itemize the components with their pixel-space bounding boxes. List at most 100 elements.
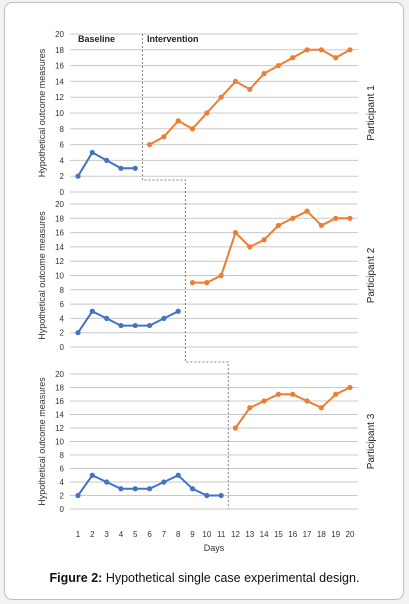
y-tick-label: 0: [60, 188, 65, 197]
x-axis-title: Days: [204, 543, 225, 553]
intervention-data-point: [290, 215, 296, 221]
x-tick-label: 5: [133, 530, 138, 539]
phase-change-line: [141, 34, 229, 509]
baseline-data-point: [218, 492, 224, 499]
y-tick-label: 6: [60, 141, 65, 150]
y-axis-title: Hypothetical outcome measures: [37, 48, 47, 177]
y-tick-label: 12: [55, 93, 64, 102]
y-tick-label: 20: [55, 30, 64, 39]
y-tick-label: 4: [60, 156, 65, 165]
intervention-data-point: [275, 391, 282, 397]
baseline-data-point: [104, 315, 110, 321]
intervention-data-point: [247, 86, 253, 92]
y-tick-label: 8: [60, 451, 65, 460]
y-tick-label: 16: [55, 397, 64, 406]
intervention-data-point: [304, 398, 310, 404]
baseline-data-point: [89, 308, 95, 314]
y-tick-label: 2: [60, 492, 65, 501]
caption-label: Figure 2:: [49, 571, 103, 585]
y-tick-label: 0: [60, 343, 65, 352]
x-tick-label: 12: [231, 530, 240, 539]
x-tick-label: 6: [147, 530, 152, 539]
intervention-data-point: [232, 230, 239, 236]
baseline-data-point: [161, 479, 167, 485]
baseline-data-point: [118, 165, 124, 171]
y-tick-label: 4: [60, 314, 65, 323]
intervention-data-point: [333, 215, 339, 221]
y-tick-label: 14: [55, 77, 64, 86]
baseline-data-point: [75, 173, 81, 179]
y-tick-label: 8: [60, 125, 65, 134]
y-tick-label: 6: [60, 300, 65, 309]
baseline-data-point: [175, 472, 181, 478]
baseline-data-point: [146, 322, 153, 329]
intervention-data-point: [204, 280, 210, 286]
y-tick-label: 20: [55, 200, 64, 209]
baseline-data-point: [75, 492, 81, 499]
intervention-data-point: [261, 70, 267, 77]
intervention-data-point: [232, 425, 239, 431]
y-tick-label: 12: [55, 257, 64, 266]
baseline-data-point: [175, 308, 181, 314]
intervention-data-point: [189, 280, 196, 286]
intervention-data-point: [261, 237, 267, 243]
y-tick-label: 2: [60, 329, 65, 338]
y-tick-label: 18: [55, 46, 64, 55]
intervention-data-point: [218, 272, 224, 279]
baseline-data-point: [146, 486, 153, 492]
intervention-data-point: [333, 55, 339, 61]
x-tick-label: 18: [317, 530, 326, 539]
participant-label: Participant 2: [366, 247, 377, 303]
baseline-data-point: [132, 165, 138, 171]
baseline-data-point: [104, 479, 110, 485]
intervention-data-point: [189, 126, 196, 132]
baseline-series-line: [77, 151, 136, 177]
y-tick-label: 14: [55, 243, 64, 252]
intervention-phase-label: Intervention: [147, 34, 199, 44]
y-tick-label: 10: [55, 109, 64, 118]
baseline-data-point: [161, 315, 167, 321]
intervention-data-point: [304, 208, 310, 214]
x-tick-label: 11: [217, 530, 226, 539]
y-tick-label: 14: [55, 411, 64, 420]
y-tick-label: 10: [55, 438, 64, 447]
baseline-data-point: [132, 486, 138, 492]
y-tick-label: 6: [60, 465, 65, 474]
intervention-data-point: [218, 94, 224, 100]
y-tick-label: 10: [55, 272, 64, 281]
baseline-phase-label: Baseline: [78, 34, 115, 44]
baseline-series-line: [77, 474, 222, 497]
intervention-data-point: [275, 63, 282, 69]
intervention-data-point: [318, 47, 324, 53]
x-tick-label: 17: [303, 530, 312, 539]
y-axis-title: Hypothetical outcome measures: [37, 211, 47, 340]
baseline-data-point: [118, 486, 124, 492]
figure-frame: [4, 2, 404, 600]
x-tick-label: 19: [331, 530, 340, 539]
x-tick-label: 4: [119, 530, 124, 539]
intervention-data-point: [247, 244, 253, 250]
intervention-data-point: [347, 47, 353, 53]
baseline-data-point: [89, 149, 95, 156]
x-tick-label: 1: [76, 530, 81, 539]
y-tick-label: 4: [60, 478, 65, 487]
x-tick-label: 16: [288, 530, 297, 539]
intervention-data-point: [232, 78, 239, 84]
x-tick-label: 9: [190, 530, 195, 539]
y-tick-label: 0: [60, 505, 65, 514]
intervention-data-point: [318, 222, 324, 229]
intervention-series-line: [192, 209, 350, 284]
x-tick-label: 2: [90, 530, 95, 539]
x-tick-label: 13: [245, 530, 254, 539]
participant-label: Participant 3: [366, 413, 377, 469]
y-tick-label: 12: [55, 424, 64, 433]
participant-label: Participant 1: [366, 85, 377, 141]
x-tick-label: 7: [162, 530, 167, 539]
y-tick-label: 20: [55, 370, 64, 379]
x-tick-label: 15: [274, 530, 283, 539]
baseline-data-point: [132, 322, 138, 329]
y-tick-label: 18: [55, 214, 64, 223]
baseline-data-point: [75, 330, 81, 336]
intervention-data-point: [275, 222, 282, 229]
